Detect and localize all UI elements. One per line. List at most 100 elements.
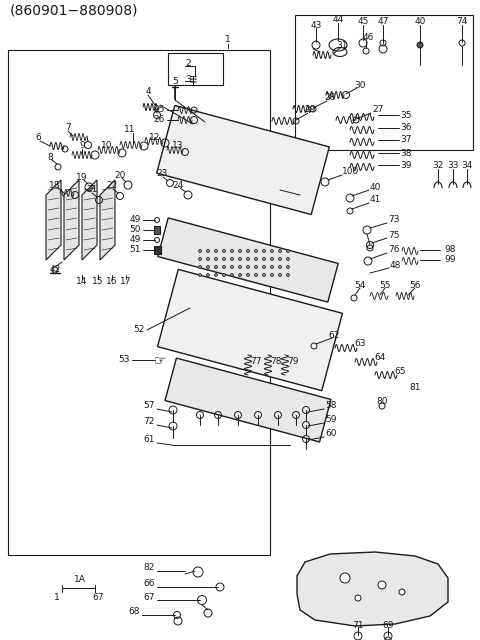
Text: 77: 77	[250, 358, 262, 367]
Circle shape	[199, 250, 202, 253]
Circle shape	[239, 273, 241, 276]
Circle shape	[206, 266, 209, 269]
Text: 23: 23	[156, 170, 168, 179]
Text: 33: 33	[447, 161, 459, 170]
Text: 12: 12	[149, 132, 161, 141]
Text: 79: 79	[287, 358, 299, 367]
Polygon shape	[64, 180, 79, 260]
Circle shape	[223, 266, 226, 269]
Bar	[295, 15, 473, 150]
Text: 22: 22	[107, 182, 118, 191]
Text: 64: 64	[374, 353, 386, 362]
Text: 1: 1	[54, 593, 60, 602]
Circle shape	[287, 250, 289, 253]
Text: 99: 99	[444, 255, 456, 264]
Text: 82: 82	[144, 563, 155, 573]
Circle shape	[215, 273, 217, 276]
Text: 80: 80	[376, 397, 388, 406]
Text: 45: 45	[357, 17, 369, 26]
Text: 68: 68	[129, 607, 140, 616]
Text: 24: 24	[172, 180, 184, 189]
Text: 98: 98	[444, 246, 456, 255]
Text: 59: 59	[325, 415, 336, 424]
Text: 54: 54	[354, 280, 366, 289]
Circle shape	[271, 273, 274, 276]
Text: 35: 35	[400, 111, 411, 120]
Circle shape	[271, 250, 274, 253]
Text: 14: 14	[76, 278, 88, 287]
Bar	[8, 50, 270, 555]
Circle shape	[223, 257, 226, 260]
Text: 37: 37	[400, 136, 411, 145]
Circle shape	[278, 250, 281, 253]
Text: 65: 65	[394, 367, 406, 376]
Text: 40: 40	[370, 182, 382, 191]
Text: 74: 74	[456, 17, 468, 26]
Circle shape	[278, 273, 281, 276]
Text: (860901−880908): (860901−880908)	[10, 3, 139, 17]
Text: 67: 67	[144, 593, 155, 602]
Text: 75: 75	[388, 230, 399, 239]
Text: 62: 62	[328, 330, 340, 339]
Text: 17: 17	[120, 278, 132, 287]
Text: 48: 48	[390, 260, 401, 269]
Circle shape	[399, 589, 405, 595]
Circle shape	[287, 273, 289, 276]
Text: 71: 71	[352, 621, 364, 630]
Bar	[168, 53, 223, 85]
Text: 69: 69	[382, 621, 394, 630]
Text: 8: 8	[47, 152, 53, 161]
Text: 1A: 1A	[74, 575, 86, 584]
Text: 11: 11	[124, 125, 136, 134]
Text: 27: 27	[372, 106, 384, 115]
Circle shape	[287, 257, 289, 260]
Circle shape	[340, 573, 350, 583]
Circle shape	[223, 273, 226, 276]
Text: 13: 13	[172, 141, 184, 150]
Text: 50: 50	[130, 225, 141, 234]
Bar	[154, 246, 161, 254]
Circle shape	[278, 266, 281, 269]
Text: 51: 51	[130, 246, 141, 255]
Circle shape	[247, 266, 250, 269]
Circle shape	[230, 257, 233, 260]
Circle shape	[215, 250, 217, 253]
Circle shape	[254, 273, 257, 276]
Circle shape	[215, 257, 217, 260]
Circle shape	[254, 250, 257, 253]
Bar	[154, 226, 160, 234]
Text: 40: 40	[414, 17, 426, 26]
Circle shape	[223, 250, 226, 253]
Circle shape	[206, 273, 209, 276]
Text: 53: 53	[119, 355, 130, 365]
Polygon shape	[157, 269, 342, 390]
Text: 30: 30	[354, 81, 366, 90]
Polygon shape	[165, 358, 331, 442]
Text: 36: 36	[400, 124, 411, 132]
Circle shape	[230, 266, 233, 269]
Text: 7: 7	[65, 124, 71, 132]
Text: 66: 66	[144, 579, 155, 589]
Text: 32: 32	[432, 161, 444, 170]
Text: 55: 55	[379, 280, 391, 289]
Text: 29: 29	[304, 106, 316, 115]
Circle shape	[263, 257, 265, 260]
Circle shape	[247, 257, 250, 260]
Text: 81: 81	[409, 383, 421, 392]
Circle shape	[230, 250, 233, 253]
Text: 52: 52	[133, 326, 145, 335]
Polygon shape	[297, 552, 448, 626]
Text: 25: 25	[154, 106, 165, 115]
Circle shape	[199, 257, 202, 260]
Text: 2: 2	[185, 60, 191, 68]
Circle shape	[271, 266, 274, 269]
Polygon shape	[46, 180, 61, 260]
Circle shape	[263, 250, 265, 253]
Text: 63: 63	[354, 339, 366, 349]
Text: 21: 21	[86, 186, 98, 195]
Text: 5: 5	[172, 77, 178, 86]
Text: 72: 72	[144, 417, 155, 426]
Text: 58: 58	[325, 401, 336, 410]
Circle shape	[247, 273, 250, 276]
Circle shape	[417, 42, 423, 48]
